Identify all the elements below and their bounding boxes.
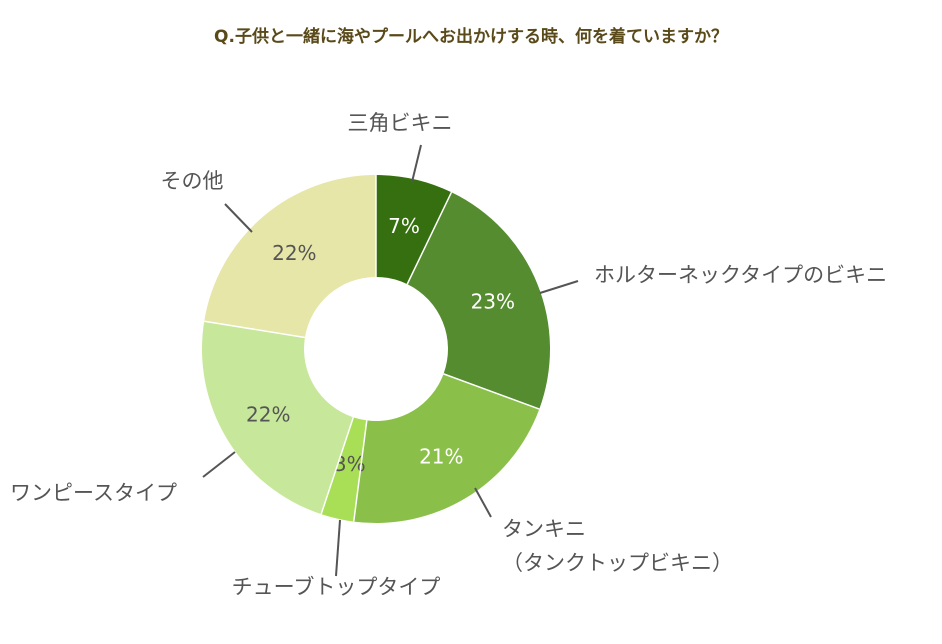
slice-2 <box>407 192 550 410</box>
category-label: ホルターネックタイプのビキニ <box>594 263 887 287</box>
slice-separator <box>353 420 368 522</box>
category-label: 三角ビキニ <box>348 111 453 135</box>
slice-separator <box>443 373 540 410</box>
leader-line <box>474 487 492 518</box>
slice-5 <box>202 321 354 515</box>
slice-4 <box>321 417 367 522</box>
slice-3 <box>353 373 540 524</box>
category-label: （タンクトップビキニ） <box>502 551 733 575</box>
category-label: チューブトップタイプ <box>232 575 441 599</box>
slice-value-label: 21% <box>419 445 463 469</box>
leader-line <box>202 451 236 478</box>
slice-separator <box>320 417 355 515</box>
leader-line <box>539 280 579 294</box>
leader-line <box>335 519 341 577</box>
slice-separator <box>204 320 306 339</box>
slice-value-label: 23% <box>471 290 515 314</box>
category-label: その他 <box>161 169 224 193</box>
slice-1 <box>376 175 452 285</box>
leader-line <box>224 203 253 233</box>
slice-value-label: 7% <box>388 214 420 238</box>
slice-value-label: 22% <box>246 402 290 426</box>
chart-title: Q.子供と一緒に海やプールへお出かけする時、何を着ていますか？ <box>214 27 728 47</box>
slice-6 <box>204 175 376 338</box>
category-label: ワンピースタイプ <box>10 481 177 505</box>
slice-separator <box>406 191 453 285</box>
leader-line <box>411 144 422 183</box>
slice-value-label: 22% <box>272 241 316 265</box>
category-label: タンキニ <box>502 517 586 541</box>
